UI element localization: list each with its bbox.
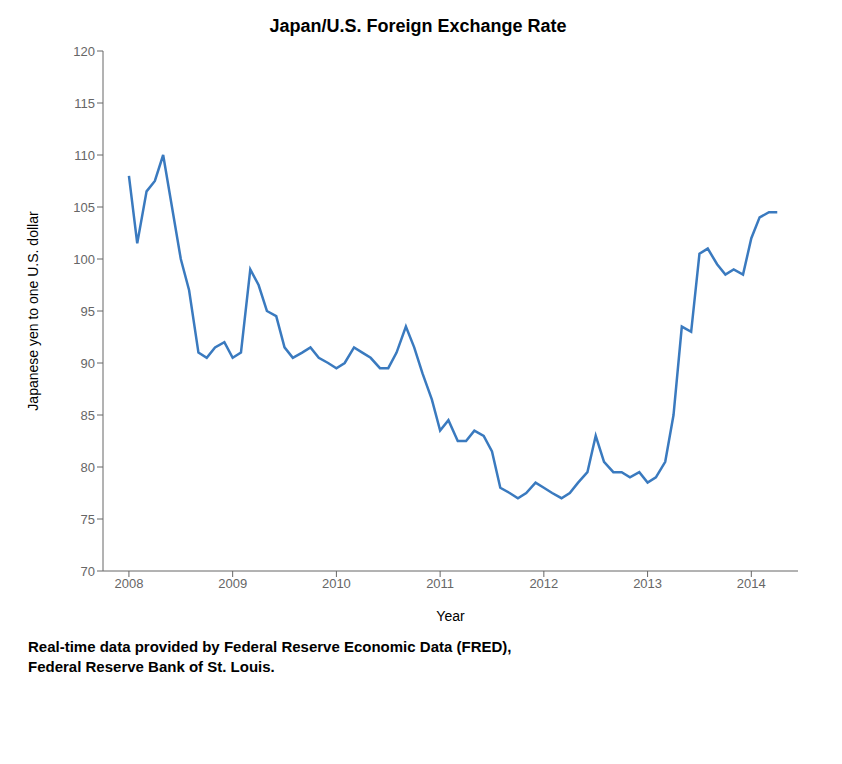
html-text:Japan/U.S. Foreign Exchange Ra: Japan/U.S. Foreign Exchange Rate: [269, 16, 567, 36]
html-text:Federal Reserve Bank of St. Lo: Federal Reserve Bank of St. Louis.: [28, 658, 275, 676]
svg-text:2014: 2014: [737, 576, 766, 591]
svg-text:80: 80: [81, 460, 95, 475]
svg-text:2012: 2012: [529, 576, 558, 591]
svg-text:90: 90: [81, 356, 95, 371]
svg-text:120: 120: [73, 44, 95, 59]
svg-text:110: 110: [74, 148, 95, 163]
html-text:Real-time data provided by Fed: Real-time data provided by Federal Reser…: [28, 638, 512, 655]
svg-text:115: 115: [74, 96, 95, 111]
svg-text:100: 100: [73, 252, 95, 267]
svg-text:2013: 2013: [633, 576, 662, 591]
svg-text:85: 85: [81, 408, 95, 423]
svg-text:105: 105: [73, 200, 95, 215]
svg-text:Japanese yen to one U.S. dolla: Japanese yen to one U.S. dollar: [25, 211, 41, 411]
svg-text:2010: 2010: [322, 576, 351, 591]
svg-text:70: 70: [81, 564, 95, 579]
svg-text:2008: 2008: [114, 576, 143, 591]
svg-text:2009: 2009: [218, 576, 247, 591]
svg-text:75: 75: [81, 512, 95, 527]
svg-text:2011: 2011: [426, 576, 454, 591]
svg-text:95: 95: [81, 304, 95, 319]
svg-text:Year: Year: [436, 608, 465, 624]
